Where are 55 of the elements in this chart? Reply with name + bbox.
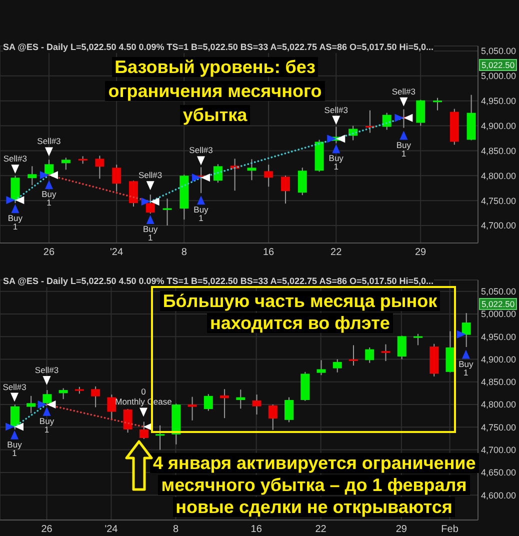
- y-tick-label: 5,000.00: [481, 71, 516, 82]
- series-label: Sell#3: [2, 382, 27, 392]
- y-tick-label: 4,650.00: [481, 468, 516, 478]
- text: Buy 1: [42, 189, 56, 208]
- series-label: Sell#3: [3, 154, 28, 164]
- x-tick-label: 8: [172, 524, 179, 536]
- text: Buy 1: [8, 213, 23, 232]
- y-tick-label: 5,000.00: [481, 309, 516, 320]
- annotation: 5,022.50: [479, 298, 517, 310]
- text: Sell#3: [324, 104, 348, 115]
- text: Buy 1: [328, 153, 344, 172]
- text: Buy 1: [39, 416, 54, 434]
- text: Buy 1: [7, 439, 22, 458]
- y-tick-label: 5,050.00: [481, 46, 516, 56]
- text: Sell#3: [37, 136, 61, 146]
- x-tick-label: 29: [396, 524, 408, 536]
- x-tick-label: Feb: [441, 524, 459, 536]
- x-tick-label: 29: [415, 247, 427, 258]
- x-tick-label: 16: [262, 247, 275, 258]
- annotation: 4 января активируется ограничение месячного убытка – до 1 февраля новые сделки не открываются: [150, 453, 479, 517]
- chart-subtitle: SA @ES - Daily L=5,022.50 4.50 0.09% TS=1 B=5,022.50 BS=33 A=5,022.75 AS=86 O=5,017.50 Hi=5,0...: [3, 42, 434, 53]
- text: Sell#3: [392, 86, 416, 96]
- chart-subtitle: SA @ES - Daily L=5,022.50 4.50 0.09% TS=1 B=5,022.50 BS=33 A=5,022.75 AS=86 O=5,017.50 Hi=5,0...: [3, 276, 434, 287]
- y-tick-label: 4,900.00: [481, 120, 516, 131]
- y-tick-label: 4,700.00: [481, 220, 516, 231]
- y-tick-label: 4,750.00: [481, 196, 516, 206]
- y-tick-label: 4,850.00: [481, 377, 516, 388]
- x-tick-label: '24: [110, 247, 124, 258]
- y-tick-label: 5,050.00: [481, 286, 516, 297]
- y-tick-label: 4,700.00: [481, 445, 516, 456]
- y-tick-label: 4,950.00: [481, 332, 516, 342]
- text: Sell#3: [34, 365, 59, 376]
- text: Buy 1: [194, 204, 208, 224]
- text: Sell#3: [138, 170, 162, 180]
- annotation: Базовый уровень: без ограничения месячного убытка: [105, 57, 325, 125]
- x-tick-label: 22: [330, 247, 342, 258]
- x-tick-label: '24: [104, 524, 118, 536]
- y-tick-label: 4,850.00: [481, 146, 516, 156]
- y-tick-label: 4,800.00: [481, 170, 516, 181]
- x-tick-label: 26: [41, 524, 53, 536]
- x-tick-label: 16: [250, 524, 262, 536]
- x-tick-label: 22: [315, 524, 327, 536]
- y-tick-label: 4,600.00: [481, 490, 516, 500]
- y-tick-label: 4,800.00: [481, 400, 516, 410]
- annotation: Бо́льшую часть месяца рынок находится во флэте: [160, 291, 440, 333]
- y-tick-label: 4,950.00: [481, 96, 516, 106]
- y-tick-label: 4,750.00: [481, 422, 516, 432]
- annotation: 5,022.50: [479, 58, 517, 71]
- text: Sell#3: [189, 145, 213, 156]
- series-label: Buy 1: [458, 358, 474, 378]
- x-tick-label: 26: [43, 247, 55, 258]
- x-tick-label: 8: [181, 247, 188, 258]
- y-tick-label: 4,900.00: [481, 354, 516, 364]
- text: Buy 1: [142, 224, 158, 243]
- series-label: Buy 1: [396, 140, 412, 158]
